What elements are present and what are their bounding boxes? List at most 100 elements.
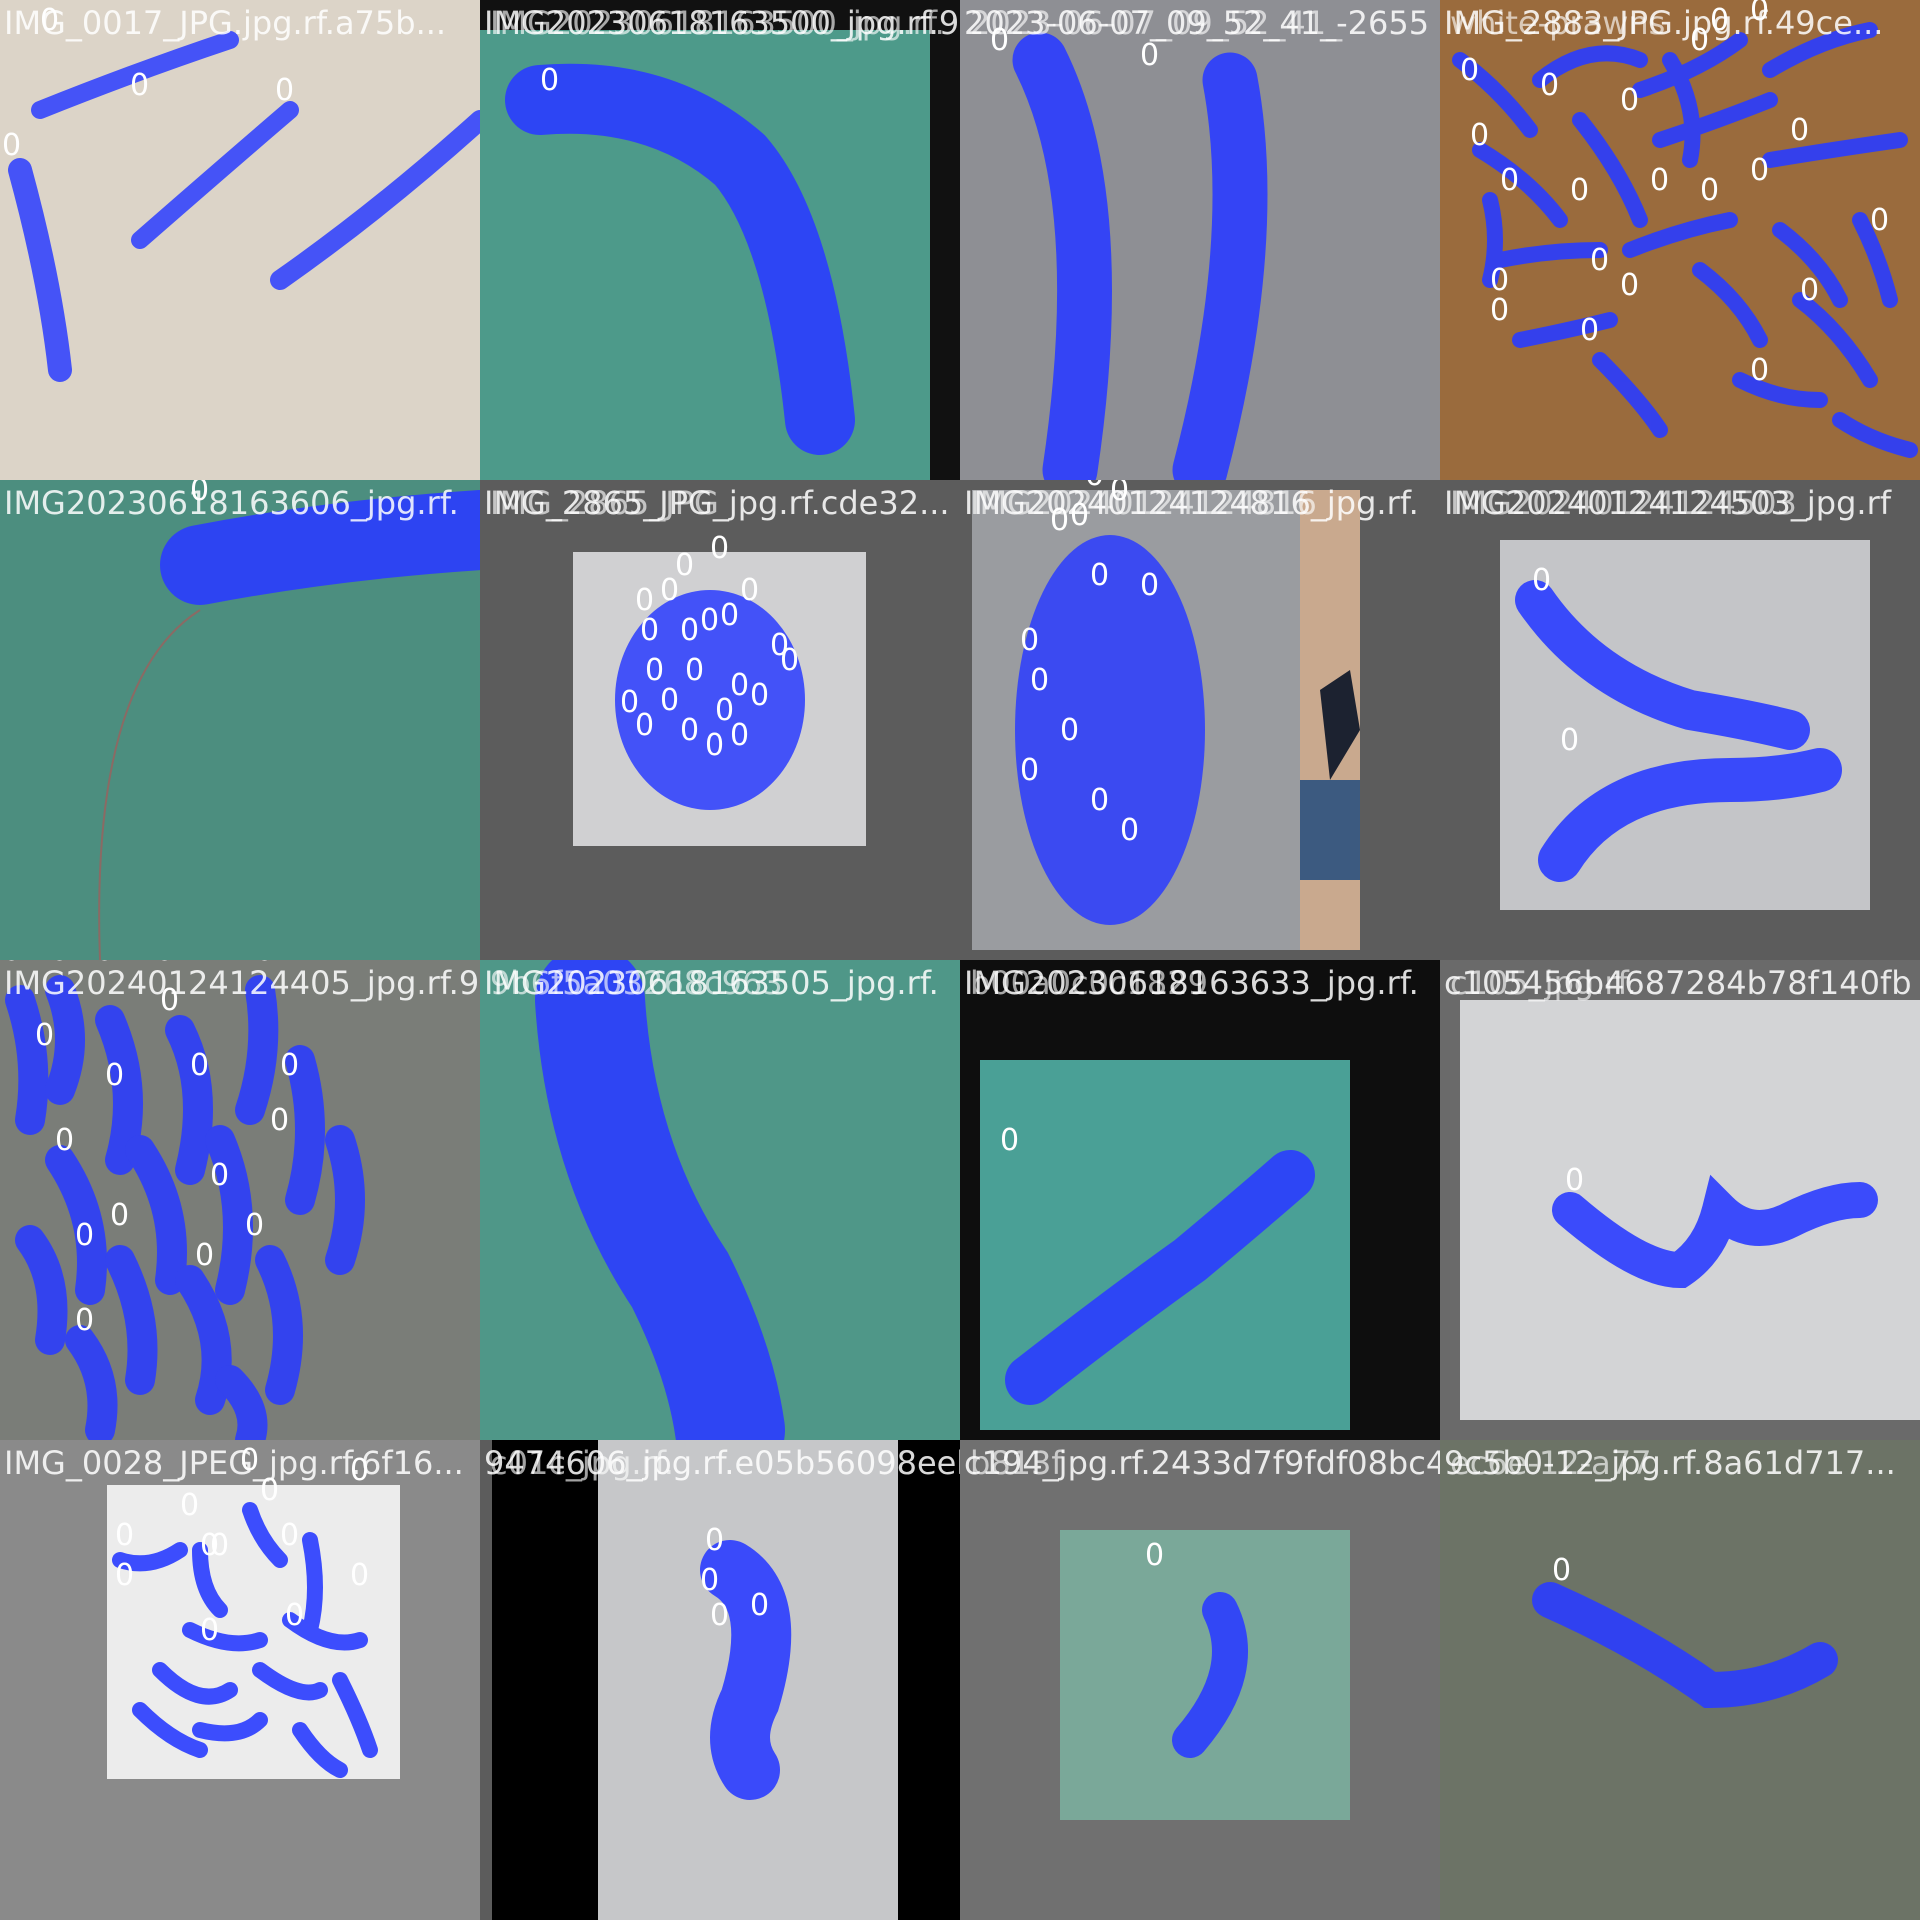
class-label: 0 (210, 1528, 229, 1563)
class-label: 0 (1700, 173, 1719, 208)
tile-title: c105456b4687284b78f140fb (1444, 964, 1912, 1002)
shrimp-mask (1515, 580, 1810, 750)
class-label: 0 (705, 1523, 724, 1558)
class-label: 0 (40, 3, 59, 38)
class-label: 0 (75, 1218, 94, 1253)
tile-image: 0 (0, 480, 480, 960)
class-label: 0 (1140, 568, 1159, 603)
tile-10: 0 IMG20230618163633_jpg.rf. b00a0c0c1829 (960, 960, 1440, 1440)
tile-title-overlap: b813f (970, 1444, 1063, 1482)
shrimp-mask (131, 101, 299, 249)
class-label: 0 (155, 960, 174, 968)
tile-title: IMG20240124124503_jpg.rf (1444, 484, 1891, 522)
class-label: 0 (1870, 203, 1889, 238)
shrimp-mask-group (112, 1502, 378, 1778)
class-labels: 0 0 0 0 0 0 0 0 0 0 0 0 (1020, 480, 1159, 848)
class-label: 0 (1085, 480, 1104, 493)
class-label: 0 (1500, 163, 1519, 198)
class-label: 0 (620, 685, 639, 720)
tile-image: 0 (1440, 1440, 1920, 1920)
class-label: 0 (715, 693, 734, 728)
class-label: 0 (1460, 53, 1479, 88)
antenna (98, 609, 201, 960)
class-label: 0 (660, 573, 679, 608)
class-label: 0 (1020, 623, 1039, 658)
class-label: 0 (255, 960, 274, 968)
class-label: 0 (200, 1528, 219, 1563)
tile-title: IMG_0017_JPG.jpg.rf.a75b... (4, 4, 447, 42)
tile-title: IMG20230618163633_jpg.rf. (964, 964, 1419, 1002)
tile-title: IMG_2883_JPG.jpg.rf.49ce... (1444, 4, 1884, 42)
class-label: 0 (660, 683, 679, 718)
class-label: 0 (645, 653, 664, 688)
class-label: 0 (1050, 503, 1069, 538)
tile-6: 0 0 0 0 0 0 0 0 0 0 0 0 IMG2024012412481… (960, 480, 1440, 960)
class-label: 0 (200, 1613, 219, 1648)
class-label: 0 (1140, 38, 1159, 73)
class-label: 0 (540, 63, 559, 98)
shoe (1320, 670, 1360, 780)
class-label: 0 (1560, 723, 1579, 758)
class-label: 0 (1750, 153, 1769, 188)
tile-title: IMG_0028_JPEG_jpg.rf.6f16... (4, 1444, 464, 1482)
class-label: 0 (240, 1443, 259, 1478)
class-label: 0 (1532, 563, 1551, 598)
shrimp-cluster-mask (615, 590, 805, 810)
class-label: 0 (1565, 1163, 1584, 1198)
class-label: 0 (2, 128, 21, 163)
class-label: 0 (1120, 813, 1139, 848)
shrimp-mask (1538, 748, 1842, 882)
shrimp-mask (1532, 1582, 1838, 1709)
class-labels: 0 0 0 0 0 0 0 0 0 0 0 0 0 0 0 0 0 0 0 0 (1460, 0, 1889, 388)
shrimp-mask (1552, 1174, 1878, 1289)
class-label: 0 (275, 73, 294, 108)
class-label: 0 (635, 708, 654, 743)
shrimp-mask (505, 63, 855, 455)
tile-11: 0 c105456b4687284b78f140fb c105_jpg.rf. (1440, 960, 1920, 1440)
class-label: 0 (1020, 753, 1039, 788)
class-label: 0 (1580, 313, 1599, 348)
tile-image: 0 0 0 0 0 0 0 0 0 0 0 0 (0, 1440, 480, 1920)
tile-14: 0 c194_jpg.rf.2433d7f9fdf08bc409 b813f (960, 1440, 1440, 1920)
class-label: 0 (1790, 113, 1809, 148)
class-label: 0 (95, 960, 114, 968)
tile-title-overlap: IMG20240124124503 (1450, 484, 1797, 522)
tile-image: 0 0 0 0 (480, 1440, 960, 1920)
class-label: 0 (195, 1238, 214, 1273)
class-label: 0 (720, 598, 739, 633)
class-label: 0 (190, 480, 209, 508)
class-label: 0 (130, 68, 149, 103)
tile-title: IMG_2865_JPG_jpg.rf.cde32... (484, 484, 950, 522)
shrimp-mask-group (1452, 22, 1918, 458)
class-label: 0 (1540, 68, 1559, 103)
tile-title-overlap: c105_jpg.rf. (1450, 964, 1637, 1002)
class-label: 0 (640, 613, 659, 648)
class-label: 0 (1060, 713, 1079, 748)
tile-1: 0 IMG20230618163500_jpg.rf.9b66b23806fa5… (480, 0, 960, 480)
class-label: 0 (350, 1558, 369, 1593)
shrimp-mask (700, 1540, 792, 1800)
class-label: 0 (210, 1158, 229, 1193)
class-labels: 0 0 0 0 0 0 0 0 0 0 0 0 (115, 1443, 369, 1648)
class-label: 0 (730, 718, 749, 753)
tile-image: 0 0 0 0 (0, 0, 480, 480)
class-label: 0 (260, 1473, 279, 1508)
tile-image: 0 (480, 0, 960, 480)
tile-image: 0 0 0 0 0 0 0 0 0 0 0 0 0 0 0 0 0 0 0 0 (1440, 0, 1920, 480)
class-label: 0 (685, 653, 704, 688)
tile-12: 0 0 0 0 0 0 0 0 0 0 0 0 IMG_0028_JPEG_jp… (0, 1440, 480, 1920)
tile-image: 0 (960, 1440, 1440, 1920)
tile-title: c194_jpg.rf.2433d7f9fdf08bc409 (964, 1444, 1440, 1482)
class-label: 0 (160, 983, 179, 1018)
tile-title: IMG20230618163606_jpg.rf. (4, 484, 459, 522)
class-label: 0 (750, 1588, 769, 1623)
tile-title: 2023-06-07_09_52_41_-2655 (964, 4, 1430, 42)
tile-image: 0 (960, 960, 1440, 1440)
class-label: 0 (740, 573, 759, 608)
class-label: 0 (35, 1018, 54, 1053)
tile-9: 0 IMG20230618163505_jpg.rf. 9b6f5a03268c… (480, 960, 960, 1440)
class-label: 0 (55, 1123, 74, 1158)
class-label: 0 (1110, 480, 1129, 508)
tile-title: 9474606_jpg.rf.e05b56098eebb (484, 1444, 960, 1482)
